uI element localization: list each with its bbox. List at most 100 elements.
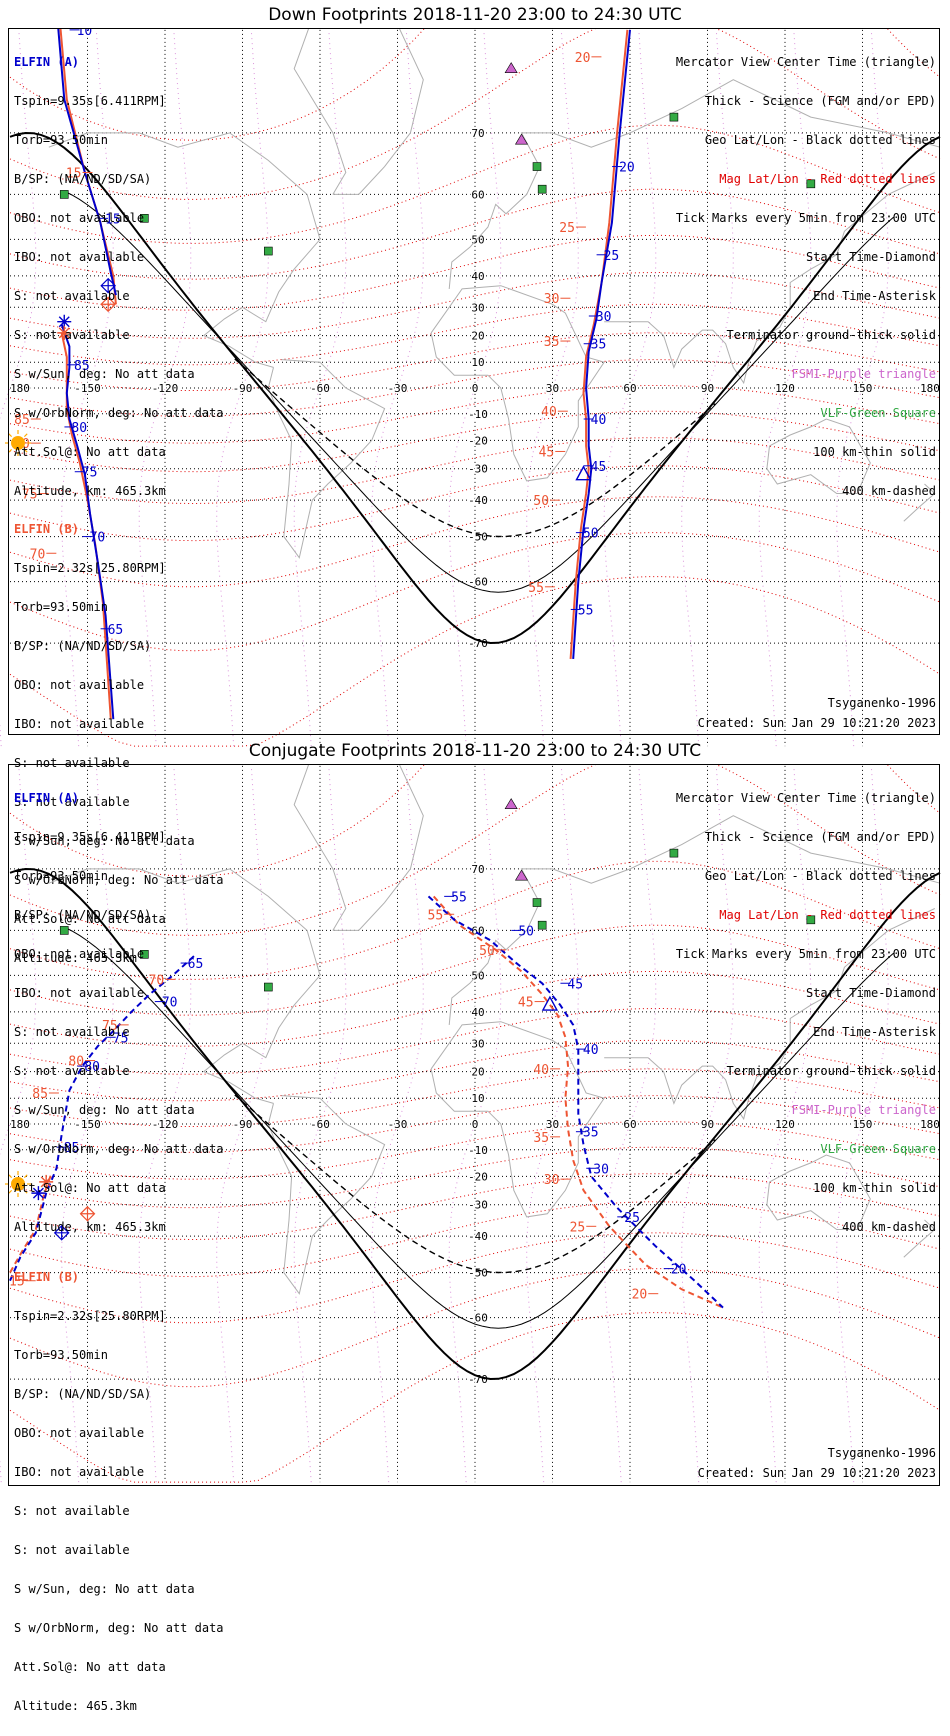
elfin-b-tick-label: 55 (528, 581, 544, 596)
elfin-a-attsol: Att.Sol@: No att data (14, 444, 166, 459)
lon-tick-label: -30 (388, 1118, 408, 1131)
lat-tick-label: -10 (468, 1144, 488, 1157)
coastline (766, 1154, 871, 1230)
elfin-b-track (432, 895, 724, 1309)
elfin-a-sworb: S w/OrbNorm, deg: No att data (14, 1141, 224, 1156)
elfin-a-tspin: Tspin=9.35s[6.411RPM] (14, 829, 166, 844)
elfin-a-tick-label: 50 (583, 527, 599, 542)
vlf-square (59, 190, 69, 199)
elfin-a-tick-label: 45 (567, 977, 583, 992)
elfin-b-s1: S: not available (14, 755, 130, 770)
elfin-b-obo: OBO: not available (14, 677, 145, 692)
elfin-b-tick-label: 20 (632, 1288, 648, 1303)
sun-ray (8, 1189, 13, 1194)
elfin-b-s2: S: not available (14, 1542, 130, 1557)
mag-lat-line (9, 970, 941, 1047)
vlf-square (806, 179, 816, 189)
elfin-b-tick-label: 25 (559, 221, 575, 236)
elfin-a-track (60, 324, 115, 720)
map-down-footprints: 180 -150 -120 -90 -60 -30 0 30 60 90 120 150 180 70 60… (0, 28, 941, 747)
lon-tick-label: -90 (233, 382, 253, 395)
coastline (293, 28, 424, 195)
vlf-square (532, 162, 542, 171)
mag-lat-line (9, 1095, 941, 1153)
model-label-down: Tsyganenko-1996 (827, 696, 936, 710)
lat-tick-label: 50 (471, 969, 484, 982)
elfin-b-tick-label: 35 (533, 1131, 549, 1146)
elfin-b-label: ELFIN (B) (14, 1269, 80, 1284)
vlf-square (59, 926, 69, 935)
elfin-b-tick-label: 20 (575, 51, 591, 66)
legend-view-center: Mercator View Center Time (triangle) (675, 790, 936, 805)
elfin-b-tspin: Tspin=2.32s[25.80RPM] (14, 560, 166, 575)
elfin-a-tick-label: 10 (77, 28, 93, 39)
elfin-a-label: ELFIN (A) (14, 54, 80, 69)
lat-tick-label: -50 (468, 1267, 488, 1280)
elfin-a-ibo: IBO: not available (14, 249, 145, 264)
lon-tick-label: 180 (10, 1118, 30, 1131)
legend-400km: 400 km-dashed (842, 1219, 936, 1234)
elfin-a-tick-label: 25 (624, 1211, 640, 1226)
elfin-a-bsp: B/SP: (NA/ND/SD/SA) (14, 907, 152, 922)
elfin-b-tick-label: 70 (149, 973, 165, 988)
lat-tick-label: -50 (468, 531, 488, 544)
elfin-b-tick-label: 25 (570, 1220, 586, 1235)
lon-tick-label: 120 (775, 1118, 795, 1131)
lat-tick-label: 10 (471, 356, 484, 369)
lon-tick-label: 180 (920, 382, 940, 395)
elfin-b-tick-label: 30 (544, 292, 560, 307)
elfin-a-s2: S: not available (14, 1063, 130, 1078)
coastline (48, 868, 321, 1104)
lat-tick-label: 40 (471, 270, 484, 283)
elfin-b-torb: Torb=93.50min (14, 599, 108, 614)
elfin-a-tick-label: 85 (64, 1141, 80, 1156)
lat-tick-label: -70 (468, 637, 488, 650)
sun-ray (8, 433, 13, 438)
elfin-a-end-asterisk (57, 314, 72, 329)
legend-100km: 100 km-thin solid (813, 444, 936, 459)
lon-tick-label: 150 (853, 382, 873, 395)
lon-tick-label: -150 (74, 382, 101, 395)
elfin-b-bsp: B/SP: (NA/ND/SD/SA) (14, 638, 152, 653)
lon-tick-label: -120 (152, 1118, 179, 1131)
elfin-b-start-diamond (79, 1205, 96, 1222)
elfin-b-label: ELFIN (B) (14, 521, 80, 536)
elfin-b-tick-label: 85 (32, 1087, 48, 1102)
legend-view-center: Mercator View Center Time (triangle) (675, 54, 936, 69)
vlf-square (532, 898, 542, 907)
lon-tick-label: 30 (546, 382, 559, 395)
legend-science: Thick - Science (FGM and/or EPD) (704, 93, 936, 108)
elfin-a-start-diamond (53, 1224, 70, 1241)
lat-tick-label: 30 (471, 1037, 484, 1050)
elfin-b-altitude: Altitude: 465.3km (14, 1698, 137, 1713)
elfin-a-tick-label: 65 (108, 623, 124, 638)
legend-start-time: Start Time-Diamond (805, 985, 936, 1000)
elfin-a-tick-label: 20 (671, 1263, 687, 1278)
elfin-b-end-asterisk (57, 325, 72, 340)
view-center-triangle (575, 465, 592, 481)
elfin-b-start-diamond (100, 296, 117, 313)
sun-ray (23, 448, 28, 453)
elfin-a-tick-label: 55 (578, 603, 594, 618)
elfin-b-altitude: Altitude: 465.3km (14, 950, 137, 965)
elfin-a-s1: S: not available (14, 1024, 130, 1039)
vlf-square (669, 848, 679, 858)
mag-lat-line (9, 764, 941, 877)
elfin-a-tick-label: 65 (188, 957, 204, 972)
lon-tick-label: -60 (310, 1118, 330, 1131)
elfin-a-track (57, 28, 117, 296)
elfin-a-tick-label: 80 (71, 421, 87, 436)
mag-lat-line (9, 1039, 941, 1102)
vlf-square (264, 246, 273, 256)
lon-tick-label: -60 (310, 382, 330, 395)
terminator-ground (9, 867, 941, 1381)
elfin-b-obo: OBO: not available (14, 1425, 145, 1440)
lat-tick-label: -60 (468, 576, 488, 589)
elfin-b-tick-label: 70 (30, 547, 46, 562)
lon-tick-label: 60 (623, 1118, 636, 1131)
mag-lat-line (9, 28, 941, 141)
legend-conjugate: Mercator View Center Time (triangle) Thi… (676, 769, 936, 1257)
elfin-b-bsp: B/SP: (NA/ND/SD/SA) (14, 1386, 152, 1401)
elfin-a-altitude: Altitude, km: 465.3km (14, 483, 166, 498)
lon-tick-label: 0 (472, 382, 479, 395)
